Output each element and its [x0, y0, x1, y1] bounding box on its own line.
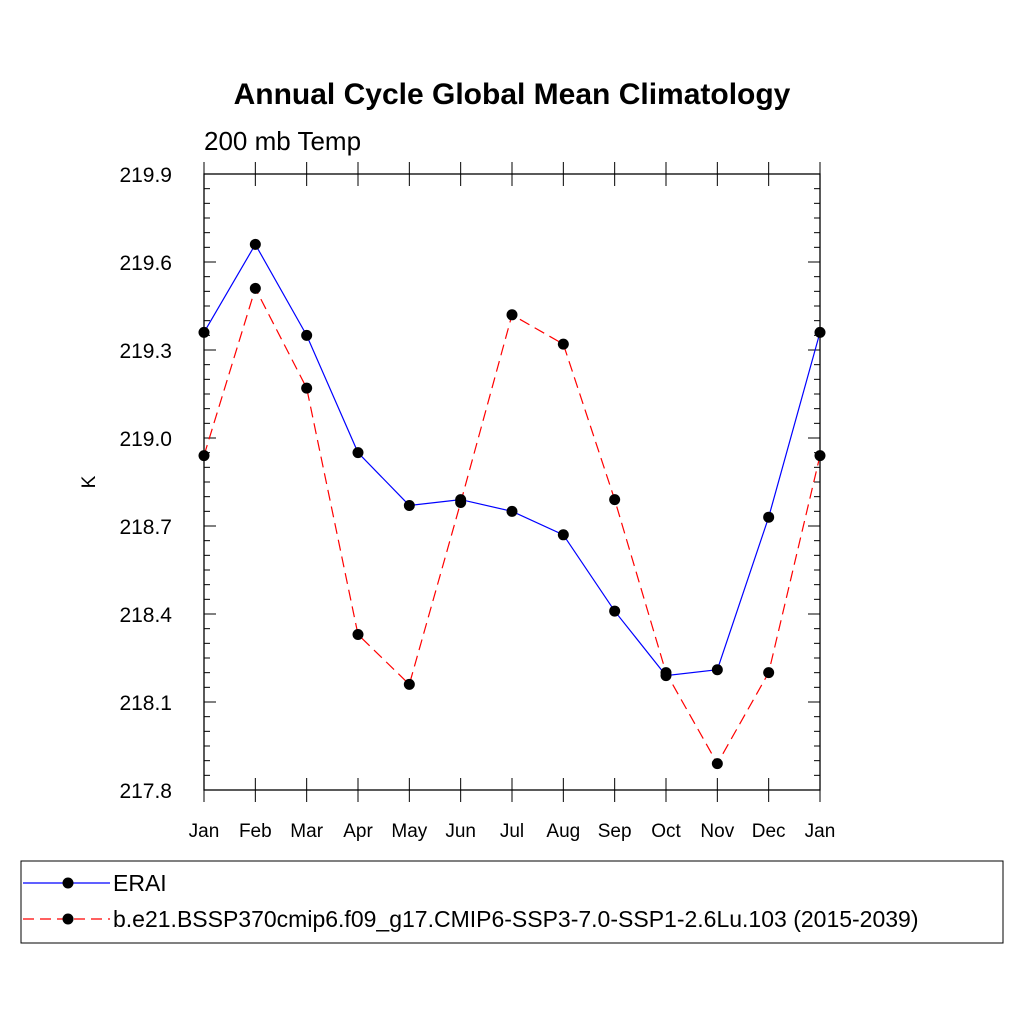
x-tick-label: Sep — [598, 821, 632, 842]
data-point-s1-4 — [403, 678, 415, 690]
legend-marker — [62, 877, 74, 889]
x-tick-label: May — [391, 821, 427, 842]
x-tick-label: Jul — [500, 821, 524, 842]
data-point-s1-10 — [711, 758, 723, 770]
y-tick-label: 219.0 — [119, 428, 172, 451]
data-point-s1-8 — [609, 494, 621, 506]
plot-frame — [203, 173, 821, 791]
data-point-s1-7 — [557, 338, 569, 350]
legend-sample-model-run — [23, 913, 110, 925]
series-lines — [203, 243, 821, 765]
data-point-s1-1 — [249, 282, 261, 294]
data-point-s0-8 — [609, 605, 621, 617]
plot-axes — [203, 162, 821, 802]
data-point-s0-3 — [352, 447, 364, 459]
x-tick-label: Aug — [546, 821, 580, 842]
tick-labels: 217.8 218.1 218.4 218.7 219.0 219.3 219.6 219.9… — [119, 164, 835, 842]
data-point-s0-4 — [403, 499, 415, 511]
data-point-s0-11 — [763, 511, 775, 523]
x-tick-label: Dec — [752, 821, 786, 842]
series-markers — [198, 238, 826, 770]
x-tick-label: Feb — [239, 821, 272, 842]
data-point-s0-6 — [506, 505, 518, 517]
data-point-s0-10 — [711, 664, 723, 676]
data-point-s0-12 — [814, 326, 826, 338]
legend-marker — [62, 913, 74, 925]
data-point-s1-2 — [301, 382, 313, 394]
data-point-s1-3 — [352, 629, 364, 641]
data-point-s1-9 — [660, 667, 672, 679]
data-point-s1-0 — [198, 450, 210, 462]
data-point-s1-12 — [814, 450, 826, 462]
data-point-s0-1 — [249, 238, 261, 250]
y-tick-label: 218.7 — [119, 516, 172, 539]
data-point-s0-0 — [198, 326, 210, 338]
x-tick-label: Jan — [805, 821, 836, 842]
data-point-s1-11 — [763, 667, 775, 679]
data-point-s1-5 — [455, 497, 467, 509]
y-tick-label: 218.1 — [119, 692, 172, 715]
y-tick-label: 219.6 — [119, 252, 172, 275]
legend-label-erai: ERAI — [113, 870, 167, 896]
y-tick-label: 219.3 — [119, 340, 172, 363]
legend-box — [20, 860, 1004, 944]
x-tick-label: Mar — [290, 821, 323, 842]
y-tick-label: 219.9 — [119, 164, 172, 187]
data-point-s0-7 — [557, 529, 569, 541]
x-tick-label: Jan — [189, 821, 220, 842]
series-line-1 — [203, 286, 821, 765]
legend-label-model-run: b.e21.BSSP370cmip6.f09_g17.CMIP6-SSP3-7.… — [113, 906, 919, 932]
x-tick-label: Oct — [651, 821, 681, 842]
y-tick-label: 217.8 — [119, 780, 172, 803]
series-line-0 — [203, 243, 821, 677]
chart-title: Annual Cycle Global Mean Climatology — [234, 78, 791, 111]
x-tick-label: Apr — [343, 821, 373, 842]
data-point-s0-2 — [301, 329, 313, 341]
legend-sample-erai — [23, 877, 110, 889]
chart-subtitle: 200 mb Temp — [204, 126, 361, 156]
data-point-s1-6 — [506, 309, 518, 321]
x-tick-label: Jun — [445, 821, 476, 842]
y-tick-label: 218.4 — [119, 604, 172, 627]
y-axis-label: K — [79, 475, 100, 488]
x-tick-label: Nov — [700, 821, 734, 842]
